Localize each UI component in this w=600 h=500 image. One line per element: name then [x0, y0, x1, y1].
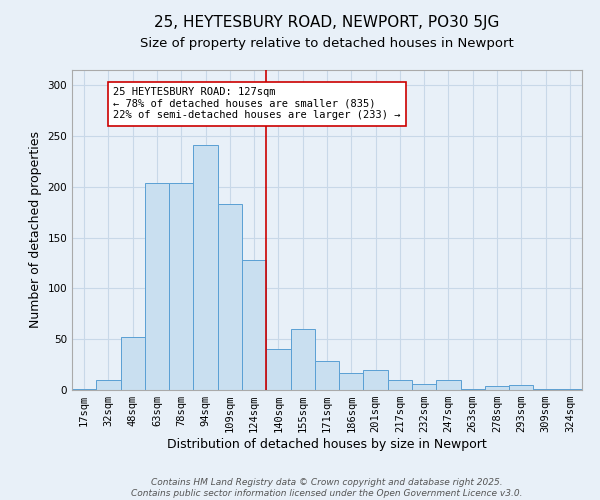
Bar: [558, 389, 582, 390]
Bar: [121, 337, 145, 390]
Bar: [169, 183, 193, 390]
Bar: [412, 384, 436, 390]
Y-axis label: Number of detached properties: Number of detached properties: [29, 132, 42, 328]
Bar: [485, 386, 509, 390]
Bar: [266, 350, 290, 390]
X-axis label: Distribution of detached houses by size in Newport: Distribution of detached houses by size …: [167, 438, 487, 451]
Bar: [218, 204, 242, 390]
Bar: [315, 360, 339, 390]
Bar: [388, 380, 412, 390]
Text: Size of property relative to detached houses in Newport: Size of property relative to detached ho…: [140, 38, 514, 51]
Bar: [290, 329, 315, 390]
Text: 25, HEYTESBURY ROAD, NEWPORT, PO30 5JG: 25, HEYTESBURY ROAD, NEWPORT, PO30 5JG: [154, 15, 500, 30]
Text: 25 HEYTESBURY ROAD: 127sqm
← 78% of detached houses are smaller (835)
22% of sem: 25 HEYTESBURY ROAD: 127sqm ← 78% of deta…: [113, 88, 401, 120]
Bar: [436, 380, 461, 390]
Bar: [96, 380, 121, 390]
Bar: [193, 145, 218, 390]
Bar: [461, 389, 485, 390]
Bar: [72, 389, 96, 390]
Bar: [509, 385, 533, 390]
Bar: [339, 372, 364, 390]
Text: Contains HM Land Registry data © Crown copyright and database right 2025.
Contai: Contains HM Land Registry data © Crown c…: [131, 478, 523, 498]
Bar: [145, 183, 169, 390]
Bar: [533, 389, 558, 390]
Bar: [242, 260, 266, 390]
Bar: [364, 370, 388, 390]
